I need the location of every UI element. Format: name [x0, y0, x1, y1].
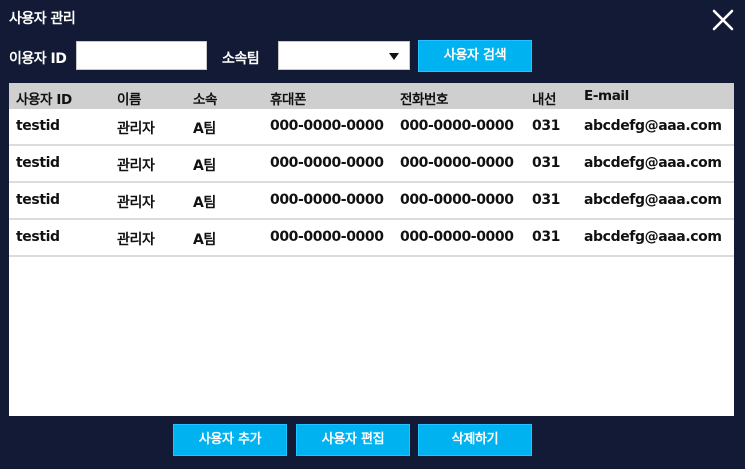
cell-phone: 000-0000-0000: [400, 155, 514, 171]
cell-email: abcdefg@aaa.com: [584, 192, 722, 208]
cell-extension: 031: [532, 118, 561, 134]
table-row[interactable]: testid 관리자 A팀 000-0000-0000 000-0000-0000 031…: [9, 220, 734, 257]
cell-extension: 031: [532, 155, 561, 171]
cell-mobile: 000-0000-0000: [270, 192, 384, 208]
column-header-name: 이름: [117, 92, 142, 108]
cell-name: 관리자: [117, 121, 155, 137]
table-row[interactable]: testid 관리자 A팀 000-0000-0000 000-0000-0000 031…: [9, 109, 734, 146]
team-select[interactable]: [278, 41, 410, 70]
cell-name: 관리자: [117, 158, 155, 174]
cell-email: abcdefg@aaa.com: [584, 155, 722, 171]
cell-team: A팀: [193, 195, 216, 211]
cell-user-id: testid: [16, 155, 60, 171]
column-header-extension: 내선: [532, 92, 557, 108]
cell-team: A팀: [193, 121, 216, 137]
window-title: 사용자 관리: [9, 11, 76, 27]
table-row[interactable]: testid 관리자 A팀 000-0000-0000 000-0000-0000 031…: [9, 146, 734, 183]
cell-name: 관리자: [117, 195, 155, 211]
cell-phone: 000-0000-0000: [400, 118, 514, 134]
cell-mobile: 000-0000-0000: [270, 118, 384, 134]
cell-mobile: 000-0000-0000: [270, 229, 384, 245]
column-header-email: E-mail: [584, 88, 629, 104]
user-table: 사용자 ID 이름 소속 휴대폰 전화번호 내선 E-mail testid 관리자 A팀 000…: [9, 83, 734, 416]
cell-email: abcdefg@aaa.com: [584, 118, 722, 134]
cell-phone: 000-0000-0000: [400, 192, 514, 208]
cell-name: 관리자: [117, 232, 155, 248]
column-header-mobile: 휴대폰: [270, 92, 307, 108]
close-button[interactable]: [712, 9, 734, 31]
delete-user-button[interactable]: 삭제하기: [418, 424, 532, 456]
cell-email: abcdefg@aaa.com: [584, 229, 722, 245]
edit-user-button[interactable]: 사용자 편집: [296, 424, 410, 456]
cell-extension: 031: [532, 192, 561, 208]
team-label: 소속팀: [222, 51, 260, 67]
close-x-icon: [712, 9, 734, 31]
dropdown-caret-icon: [389, 53, 399, 60]
cell-user-id: testid: [16, 229, 60, 245]
user-id-label: 이용자 ID: [9, 51, 67, 67]
table-row[interactable]: testid 관리자 A팀 000-0000-0000 000-0000-0000 031…: [9, 183, 734, 220]
cell-team: A팀: [193, 232, 216, 248]
cell-team: A팀: [193, 158, 216, 174]
cell-phone: 000-0000-0000: [400, 229, 514, 245]
user-id-input[interactable]: [76, 41, 207, 70]
column-header-team: 소속: [193, 92, 218, 108]
column-header-phone: 전화번호: [400, 92, 449, 108]
table-header: 사용자 ID 이름 소속 휴대폰 전화번호 내선 E-mail: [9, 83, 734, 109]
cell-mobile: 000-0000-0000: [270, 155, 384, 171]
cell-user-id: testid: [16, 118, 60, 134]
search-user-button[interactable]: 사용자 검색: [418, 40, 532, 72]
cell-user-id: testid: [16, 192, 60, 208]
column-header-user-id: 사용자 ID: [16, 92, 72, 108]
cell-extension: 031: [532, 229, 561, 245]
add-user-button[interactable]: 사용자 추가: [173, 424, 287, 456]
